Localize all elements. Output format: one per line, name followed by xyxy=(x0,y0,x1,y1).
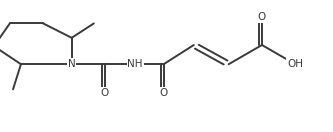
Text: O: O xyxy=(101,88,109,98)
Text: OH: OH xyxy=(287,59,303,69)
Text: N: N xyxy=(68,59,76,69)
Text: NH: NH xyxy=(127,59,143,69)
Text: O: O xyxy=(160,88,168,98)
Text: O: O xyxy=(258,12,266,22)
